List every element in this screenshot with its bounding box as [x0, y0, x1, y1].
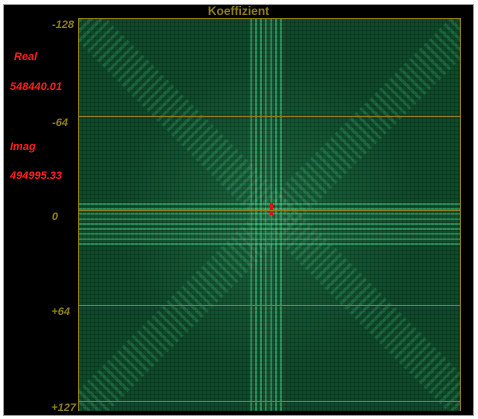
real-label: Real [14, 51, 38, 63]
spectrum-texture [78, 18, 460, 411]
imag-value: 494995.33 [10, 170, 62, 182]
grid-line-left [78, 18, 79, 411]
axis-label-plus-64: +64 [51, 306, 70, 318]
axis-label-0: 0 [51, 211, 58, 223]
grid-line-plus-64 [78, 305, 460, 306]
real-value: 548440.01 [10, 81, 62, 93]
grid-line-minus-128 [78, 18, 460, 19]
grid-line-plus-127 [78, 401, 460, 402]
grid-line-0 [78, 210, 460, 211]
grid-line-right [460, 18, 461, 411]
cursor-marker[interactable] [270, 203, 273, 215]
spectrum-image[interactable] [78, 18, 460, 411]
panel-title: Koeffizient [207, 4, 270, 18]
axis-label-minus-128: -128 [51, 19, 74, 31]
axis-label-minus-64: -64 [52, 117, 68, 129]
grid-line-minus-64 [78, 116, 460, 117]
title-bar: Koeffizient [4, 5, 473, 18]
spectrum-panel: Koeffizient -128 -64 0 +64 +127 Real 548… [3, 4, 474, 416]
imag-label: Imag [10, 141, 36, 153]
axis-label-plus-127: +127 [51, 402, 76, 414]
